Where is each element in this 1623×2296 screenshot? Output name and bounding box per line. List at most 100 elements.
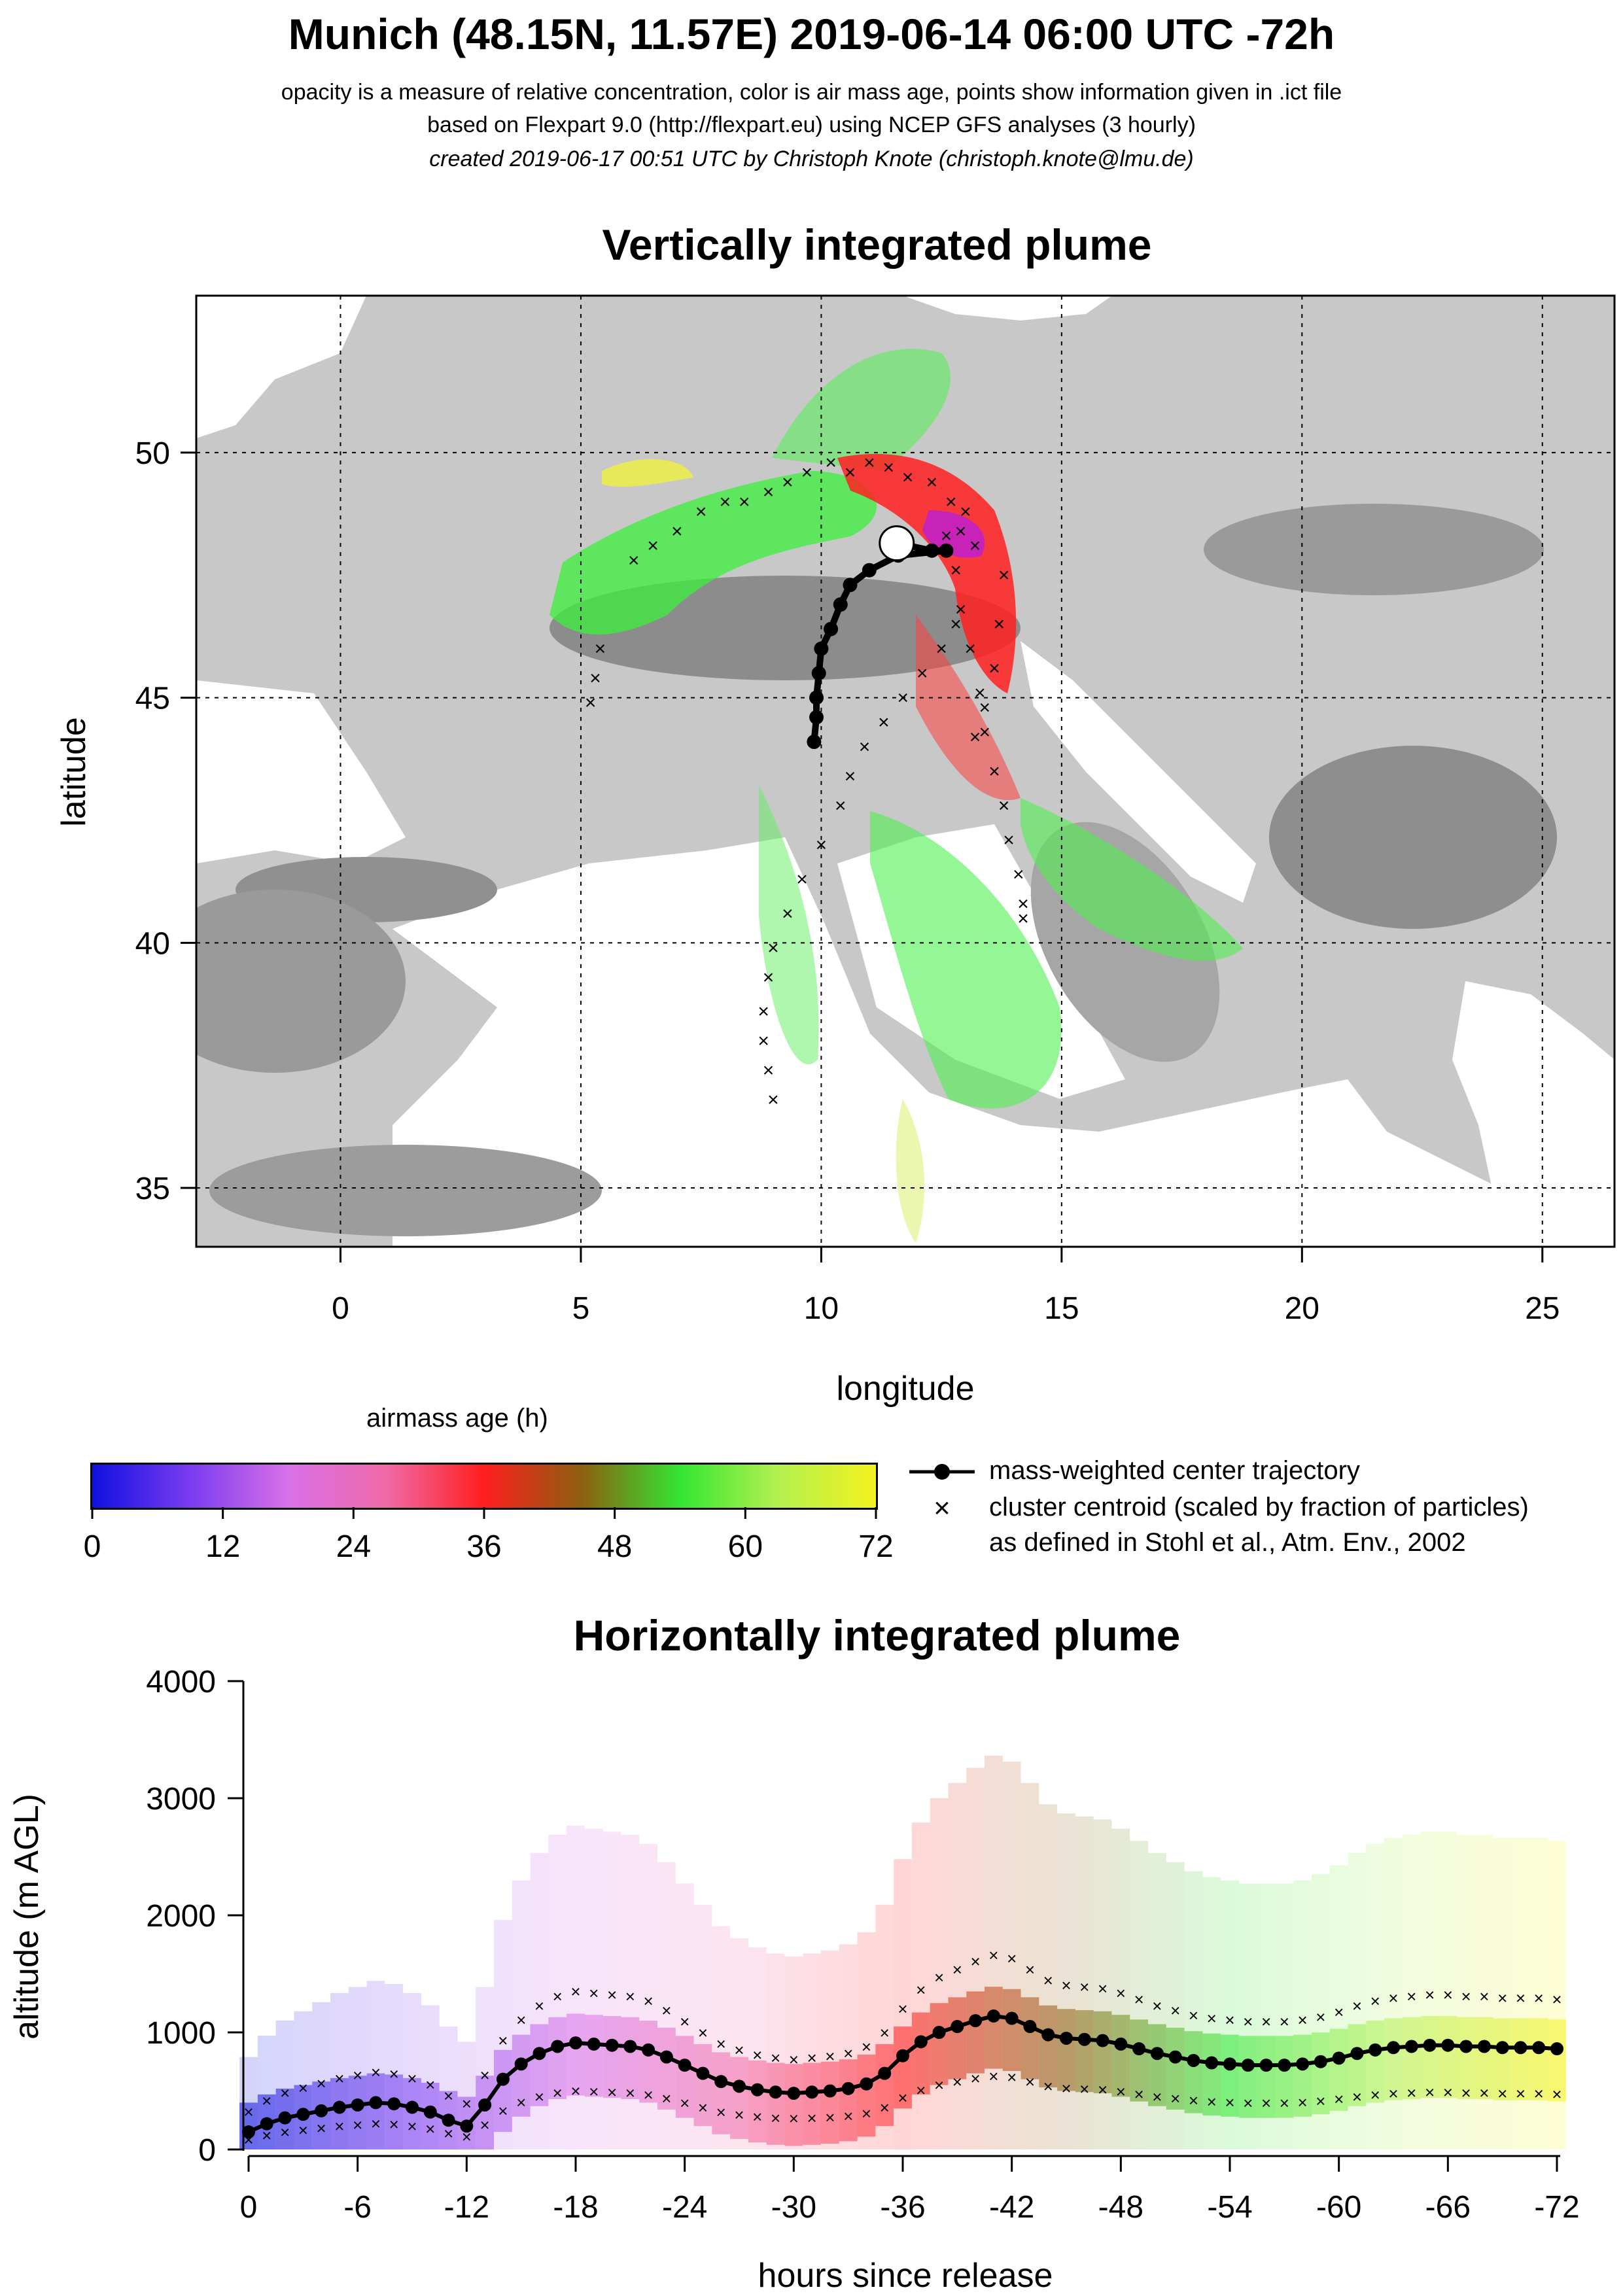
altitude-trajectory-point [1405,2040,1418,2053]
altitude-centroid-marker: × [1534,2083,1544,2103]
altitude-trajectory-point [841,2081,855,2095]
map-centroid-marker: × [864,452,875,474]
altitude-centroid-marker: × [334,2117,344,2136]
plume-red-south [916,615,1021,801]
altitude-trajectory-point [1514,2041,1527,2055]
altitude-x-tick-label: -42 [989,2190,1034,2225]
altitude-trajectory-point [278,2111,292,2125]
altitude-band-core [1021,1997,1039,2079]
altitude-y-tick-label: 1000 [146,2016,216,2051]
altitude-trajectory-point [1132,2042,1146,2056]
altitude-centroid-marker: × [880,2023,890,2042]
altitude-centroid-marker: × [971,2069,981,2089]
map-centroid-marker: × [647,535,659,557]
altitude-trajectory-point [714,2075,728,2089]
map-centroid-marker: × [1003,829,1015,851]
altitude-centroid-marker: × [1370,2085,1380,2104]
altitude-band-core [1166,2027,1185,2110]
altitude-centroid-marker: × [389,2115,399,2134]
altitude-trajectory-point [733,2079,746,2093]
map-centroid-marker: × [825,452,837,474]
altitude-trajectory-point [1495,2041,1509,2055]
atlas-shading [209,1145,602,1236]
altitude-centroid-marker: × [862,2037,871,2057]
map-centroid-marker: × [974,682,986,704]
altitude-centroid-marker: × [825,2108,835,2127]
map-centroid-marker: × [720,491,731,513]
altitude-trajectory-point [1532,2041,1546,2055]
altitude-centroid-marker: × [1298,2010,1308,2030]
altitude-trajectory-point [1314,2055,1327,2068]
altitude-centroid-marker: × [1261,2012,1271,2032]
plume-green-west [550,471,877,635]
altitude-trajectory-point [387,2097,401,2111]
altitude-trajectory-point [914,2035,928,2049]
altitude-centroid-marker: × [898,2088,907,2108]
altitude-trajectory-point [1223,2057,1236,2071]
altitude-band-core [1039,2005,1058,2088]
altitude-x-tick-label: -30 [771,2190,816,2225]
altitude-x-tick-label: -54 [1207,2190,1252,2225]
map-centroid-marker: × [763,967,775,988]
altitude-centroid-marker: × [771,2108,780,2128]
altitude-band-core [639,2021,657,2103]
altitude-trajectory-point [769,2085,782,2099]
altitude-concentration-bands [239,1755,1566,2149]
altitude-trajectory-point [1477,2040,1491,2053]
altitude-band-core [821,2061,839,2144]
altitude-band-core [1457,2017,1475,2100]
map-trajectory-point [939,543,954,558]
map-centroid-marker: × [935,638,947,660]
map-centroid-marker: × [916,663,928,684]
altitude-band-core [1293,2034,1312,2117]
plume-green-tyrrhenian [870,811,1062,1109]
altitude-centroid-marker: × [807,2108,817,2128]
altitude-band-core [693,2044,712,2127]
altitude-trajectory-point [696,2066,710,2080]
altitude-centroid-marker: × [480,2066,490,2085]
altitude-band-core [1257,2036,1276,2118]
map-centroid-marker: × [960,501,971,523]
map-centroid-marker: × [763,481,775,503]
altitude-centroid-marker: × [1116,1983,1126,2003]
altitude-band-core [748,2060,767,2143]
altitude-centroid-marker: × [934,1968,944,1987]
altitude-centroid-marker: × [317,2119,326,2138]
altitude-trajectory-point [860,2077,873,2091]
altitude-band-core [1366,2021,1385,2103]
map-frame [195,294,1616,1248]
altitude-centroid-marker: × [625,2083,635,2102]
map-centroid-marker: × [998,565,1010,586]
altitude-centroid-marker: × [371,2062,381,2082]
altitude-trajectory-point [369,2096,383,2110]
map-centroid-marker: × [845,765,856,787]
baltic-sea [903,296,1112,321]
altitude-centroid-marker: × [916,2080,926,2100]
map-y-axis-label: latitude [55,717,93,827]
map-centroid-marker: × [585,692,597,714]
plume-green-adriatic [1021,798,1243,961]
altitude-band-core [1329,2028,1348,2111]
altitude-centroid-marker: × [262,2125,271,2145]
altitude-trajectory-point [1296,2057,1310,2071]
altitude-centroid-marker: × [589,2081,599,2101]
altitude-centroid-marker: × [1370,1991,1380,2011]
map-centroid-marker: × [969,727,981,748]
altitude-band-outer [930,1798,949,2149]
altitude-centroid-marker: × [1316,2091,1325,2111]
map-centroid-marker: × [988,658,1000,680]
altitude-centroid-marker: × [789,2109,799,2129]
map-centroid-marker: × [801,462,813,483]
map-centroid-marker: × [758,1030,769,1052]
altitude-trajectory-point [460,2119,474,2133]
altitude-centroid-marker: × [1025,2072,1035,2092]
map-x-tick-label: 25 [1525,1291,1560,1326]
map-x-tick-label: 15 [1044,1291,1079,1326]
altitude-centroid-marker: × [1207,2009,1217,2028]
balkans-shading [1269,746,1557,929]
altitude-trajectory-point [642,2043,655,2057]
altitude-band-outer [1093,1819,1112,2149]
iberia-shading [196,890,406,1073]
altitude-trajectory-point [896,2049,909,2062]
mediterranean-sea [393,837,1505,1247]
